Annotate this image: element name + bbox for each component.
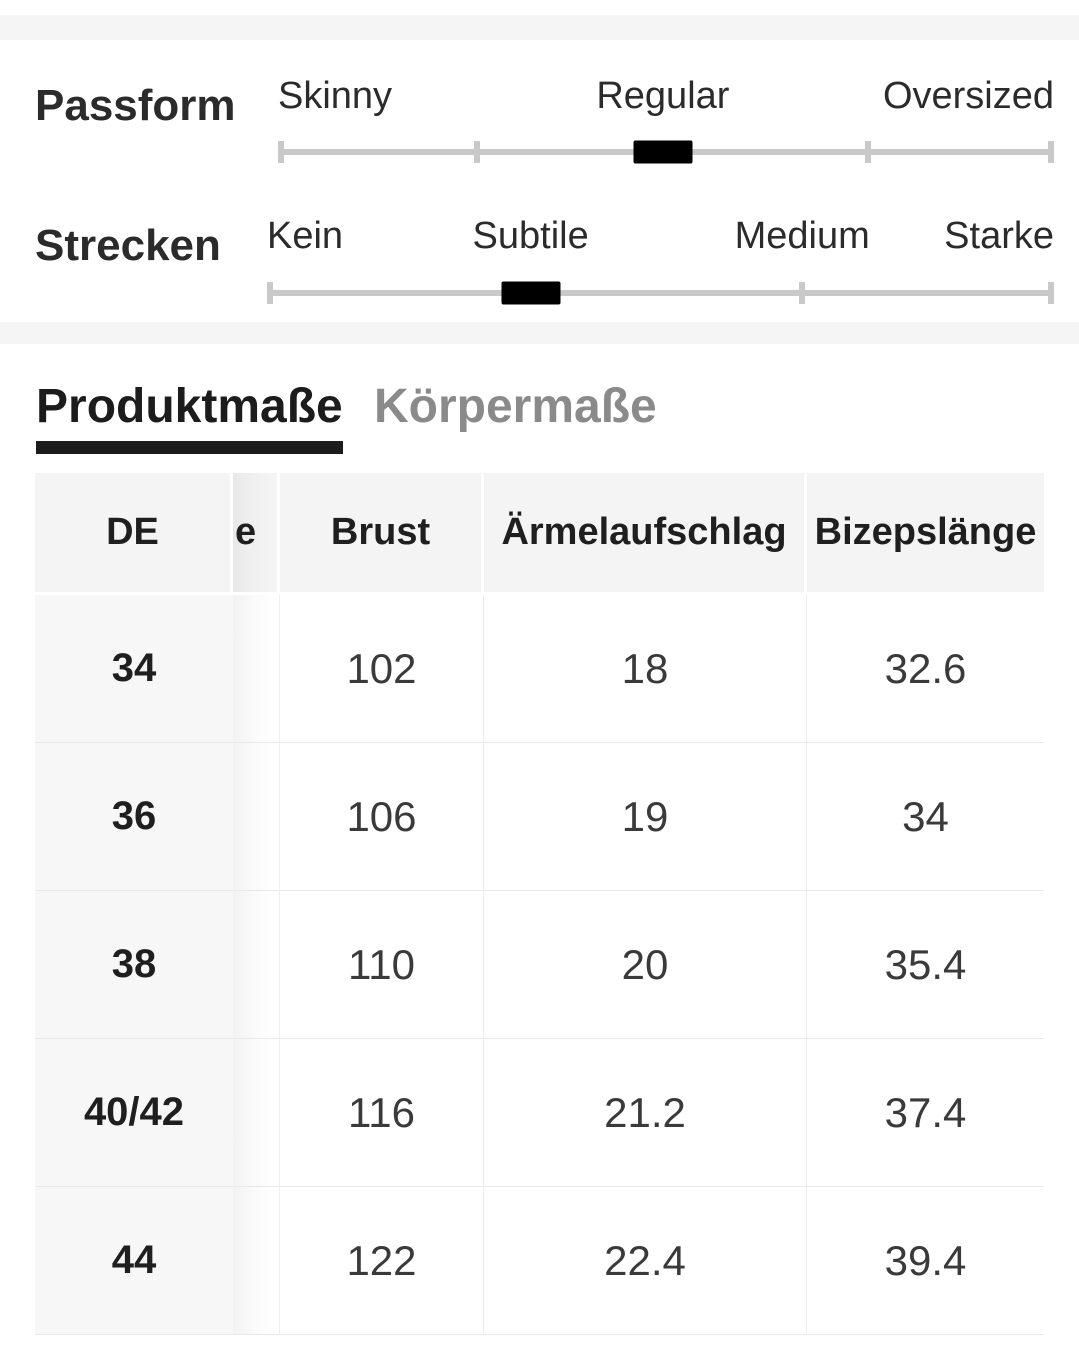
slider-tick xyxy=(864,141,871,163)
bizepslaenge-cell: 37.4 xyxy=(807,1039,1044,1187)
size-cell: 36 xyxy=(35,743,233,891)
brust-cell: 110 xyxy=(280,891,484,1039)
strecken-label: Strecken xyxy=(35,221,221,270)
section-divider-middle xyxy=(0,322,1079,344)
column-header-brust: Brust xyxy=(280,473,484,595)
brust-cell: 122 xyxy=(280,1187,484,1335)
column-header-bizepslaenge: Bizepslänge xyxy=(807,473,1044,595)
hidden-column-cell xyxy=(233,891,280,1039)
brust-cell: 102 xyxy=(280,595,484,743)
hidden-column-cell xyxy=(233,1187,280,1335)
bizepslaenge-cell: 32.6 xyxy=(807,595,1044,743)
slider-tick xyxy=(1048,282,1054,304)
section-divider-top xyxy=(0,15,1079,40)
hidden-column-cell xyxy=(233,743,280,891)
column-header-partial: e xyxy=(233,473,280,595)
bizepslaenge-cell: 35.4 xyxy=(807,891,1044,1039)
size-cell: 40/42 xyxy=(35,1039,233,1187)
slider-tick xyxy=(799,282,806,304)
column-header-aermelaufschlag: Ärmelaufschlag xyxy=(484,473,807,595)
slider-tick xyxy=(1048,141,1054,163)
passform-slider-track xyxy=(278,140,1054,164)
size-table: DE e Brust Ärmelaufschlag Bizepslänge 34… xyxy=(35,473,1044,1335)
aermelaufschlag-cell: 20 xyxy=(484,891,807,1039)
aermelaufschlag-cell: 18 xyxy=(484,595,807,743)
strecken-option-subtile: Subtile xyxy=(472,215,589,257)
passform-slider-handle xyxy=(633,140,693,164)
size-cell: 44 xyxy=(35,1187,233,1335)
slider-tick xyxy=(473,141,480,163)
size-cell: 34 xyxy=(35,595,233,743)
column-header-de: DE xyxy=(35,473,233,595)
brust-cell: 116 xyxy=(280,1039,484,1187)
aermelaufschlag-cell: 22.4 xyxy=(484,1187,807,1335)
strecken-slider-track xyxy=(267,281,1054,305)
passform-option-oversized: Oversized xyxy=(882,75,1054,117)
size-cell: 38 xyxy=(35,891,233,1039)
slider-tick xyxy=(267,282,273,304)
brust-cell: 106 xyxy=(280,743,484,891)
bizepslaenge-cell: 39.4 xyxy=(807,1187,1044,1335)
strecken-option-kein: Kein xyxy=(267,215,344,257)
passform-option-skinny: Skinny xyxy=(278,75,393,117)
strecken-option-starke: Starke xyxy=(944,215,1054,257)
tab-produktmasse[interactable]: Produktmaße xyxy=(36,383,343,454)
passform-label: Passform xyxy=(35,81,236,130)
strecken-option-medium: Medium xyxy=(734,215,870,257)
aermelaufschlag-cell: 19 xyxy=(484,743,807,891)
passform-option-labels: Skinny Regular Oversized xyxy=(278,74,1054,124)
aermelaufschlag-cell: 21.2 xyxy=(484,1039,807,1187)
slider-tick xyxy=(278,141,284,163)
hidden-column-cell xyxy=(233,1039,280,1187)
passform-option-regular: Regular xyxy=(596,75,730,117)
strecken-slider-handle xyxy=(501,281,561,305)
hidden-column-cell xyxy=(233,595,280,743)
tab-koerpermasse[interactable]: Körpermaße xyxy=(374,380,657,433)
strecken-option-labels: Kein Subtile Medium Starke xyxy=(267,214,1054,264)
bizepslaenge-cell: 34 xyxy=(807,743,1044,891)
